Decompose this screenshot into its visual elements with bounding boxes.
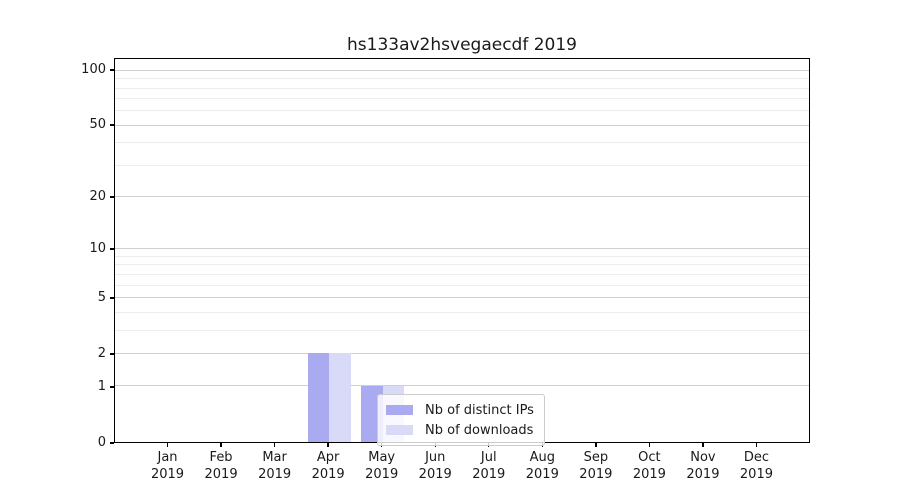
x-tick-mark-jan <box>166 443 169 447</box>
y-tick-mark-1 <box>110 386 114 388</box>
x-tick-label-mar: Mar 2019 <box>258 450 292 482</box>
y-tick-label-2: 2 <box>97 346 106 362</box>
gridline-y-90 <box>115 78 809 80</box>
gridline-y-40 <box>115 142 809 144</box>
y-tick-label-5: 5 <box>97 290 106 306</box>
bar-distinct-ips-apr-2019 <box>307 353 330 442</box>
y-tick-mark-2 <box>110 353 114 355</box>
legend-item-distinct-ips: Nb of distinct IPs <box>386 400 534 420</box>
gridline-y-70 <box>115 98 809 100</box>
y-tick-label-0: 0 <box>97 435 106 450</box>
x-tick-label-feb: Feb 2019 <box>204 450 238 482</box>
x-tick-label-jun: Jun 2019 <box>418 450 452 482</box>
x-tick-label-dec: Dec 2019 <box>739 450 773 482</box>
gridline-y-20 <box>115 196 809 198</box>
y-tick-label-20: 20 <box>89 188 106 204</box>
plot-area: Nb of distinct IPs Nb of downloads <box>114 58 810 446</box>
x-tick-label-aug: Aug 2019 <box>525 450 559 482</box>
gridline-y-3 <box>115 329 809 331</box>
legend-item-downloads: Nb of downloads <box>386 420 534 440</box>
y-tick-label-50: 50 <box>89 117 106 133</box>
gridline-y-80 <box>115 87 809 89</box>
x-tick-mark-dec <box>755 443 758 447</box>
x-tick-label-jan: Jan 2019 <box>150 450 185 482</box>
gridline-y-7 <box>115 273 809 275</box>
gridline-y-8 <box>115 264 809 266</box>
x-tick-mark-apr <box>327 443 329 447</box>
x-tick-label-apr: Apr 2019 <box>311 450 345 482</box>
gridline-y-60 <box>115 110 809 112</box>
gridline-y-1 <box>115 385 809 387</box>
x-tick-mark-nov <box>702 443 704 447</box>
gridline-y-30 <box>115 164 809 166</box>
x-tick-label-may: May 2019 <box>365 450 399 482</box>
x-tick-mark-oct <box>648 443 651 447</box>
y-tick-mark-10 <box>110 248 114 250</box>
gridline-y-5 <box>115 296 809 298</box>
x-tick-label-nov: Nov 2019 <box>686 450 720 482</box>
y-tick-mark-20 <box>110 196 114 198</box>
legend-label-distinct-ips: Nb of distinct IPs <box>425 402 534 418</box>
gridline-y-10 <box>115 248 809 250</box>
legend-label-downloads: Nb of downloads <box>425 422 534 438</box>
y-tick-label-10: 10 <box>89 241 106 257</box>
x-tick-label-jul: Jul 2019 <box>472 450 506 482</box>
gridline-y-50 <box>115 124 809 126</box>
y-tick-mark-5 <box>110 297 114 299</box>
y-tick-mark-50 <box>110 124 114 126</box>
chart-title: hs133av2hsvegaecdf 2019 <box>347 35 577 55</box>
legend: Nb of distinct IPs Nb of downloads <box>377 394 545 446</box>
legend-swatch-distinct-ips <box>386 405 413 415</box>
y-tick-label-1: 1 <box>97 378 106 394</box>
x-tick-mark-feb <box>220 443 222 447</box>
y-tick-mark-100 <box>110 69 114 71</box>
gridline-y-2 <box>115 352 809 354</box>
gridline-y-100 <box>115 69 809 71</box>
gridline-y-4 <box>115 311 809 313</box>
x-tick-mark-mar <box>273 443 276 447</box>
gridline-y-6 <box>115 284 809 286</box>
bar-downloads-apr-2019 <box>329 353 351 442</box>
y-tick-label-100: 100 <box>81 61 106 77</box>
x-tick-label-sep: Sep 2019 <box>579 450 613 482</box>
y-tick-mark-0 <box>110 442 114 444</box>
x-tick-label-oct: Oct 2019 <box>632 450 666 482</box>
x-tick-mark-sep <box>595 443 597 447</box>
legend-swatch-downloads <box>386 425 413 435</box>
gridline-y-9 <box>115 255 809 257</box>
